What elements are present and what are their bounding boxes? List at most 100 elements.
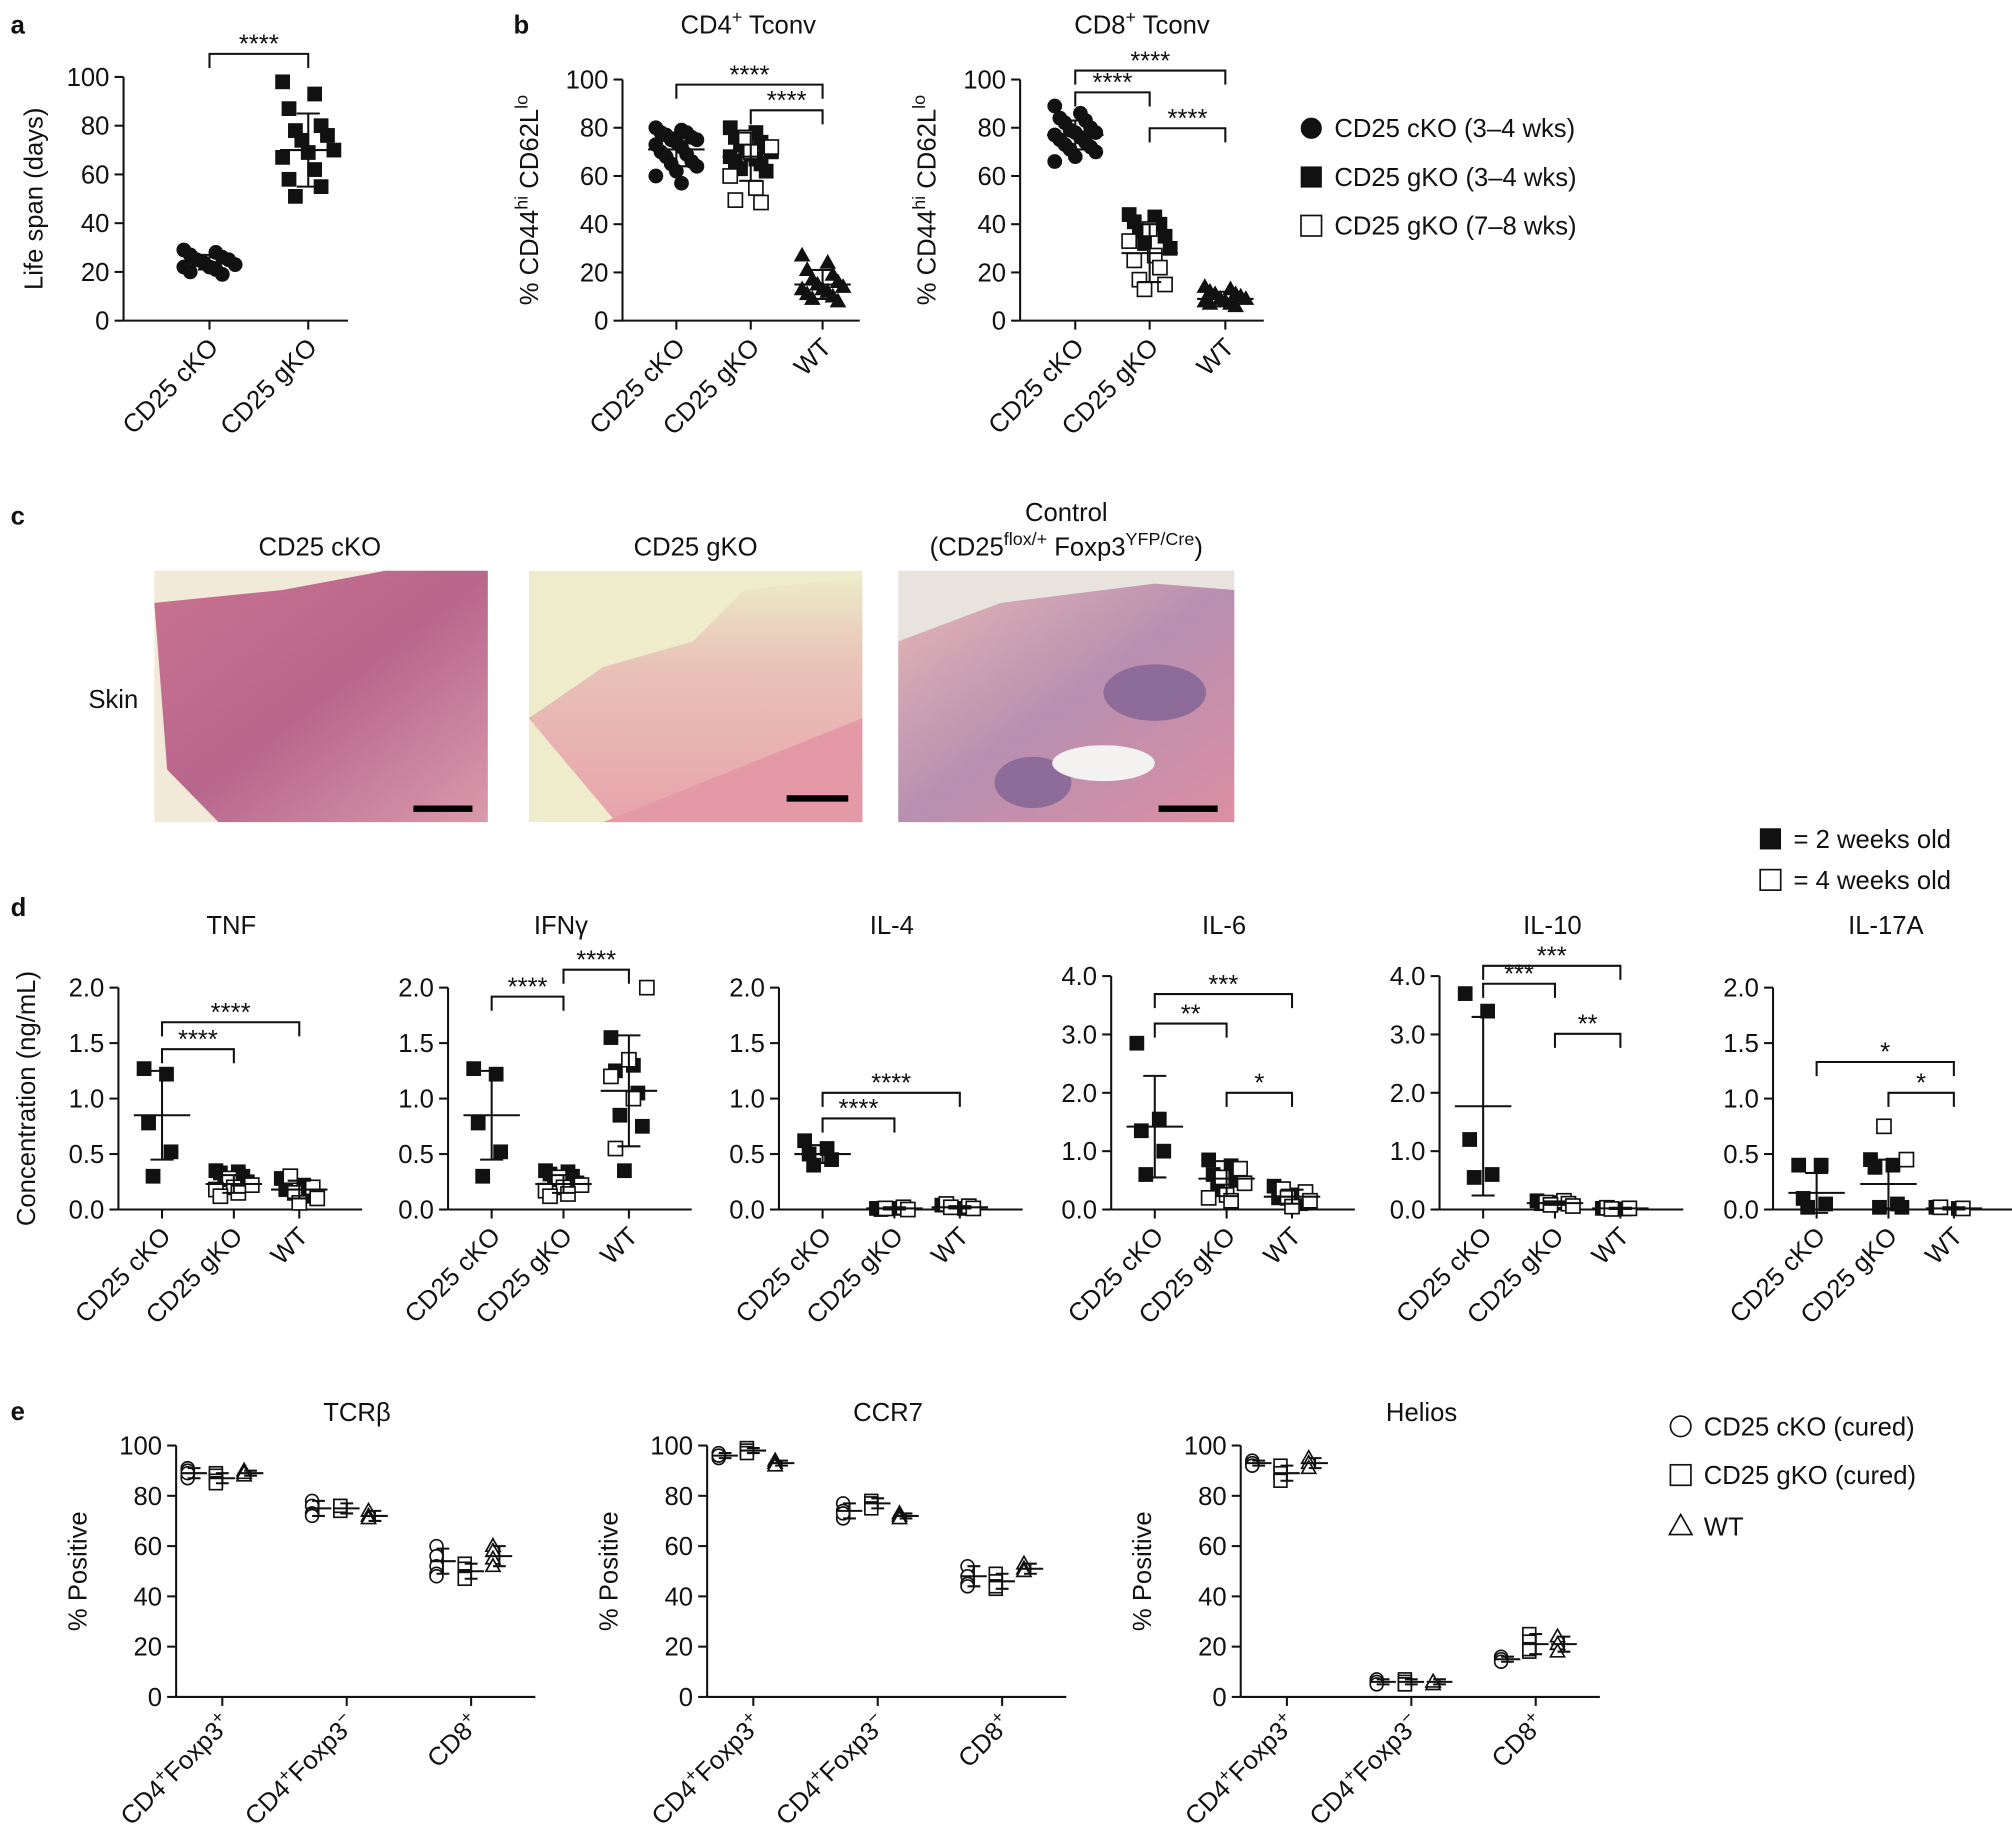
y-tick-label: 40 (133, 1583, 162, 1611)
chart-title: IL-4 (870, 912, 914, 940)
error-bar (746, 1447, 760, 1455)
text-part: hi (909, 196, 929, 210)
x-tick-label: CD4+Foxp3− (237, 1707, 361, 1831)
y-tick-label: 20 (665, 1634, 694, 1662)
text-part: Tconv (742, 11, 816, 39)
y-tick-label: 0.0 (398, 1197, 434, 1225)
data-point (1138, 1167, 1154, 1182)
data-point (1898, 1151, 1915, 1168)
data-point (747, 180, 764, 196)
data-point (1201, 1152, 1217, 1168)
error-bar (187, 1467, 201, 1480)
data-point (493, 1144, 509, 1160)
error-bar (1215, 1160, 1239, 1198)
data-point (1872, 1199, 1887, 1215)
error-bar (948, 1205, 972, 1210)
significance-label: **** (730, 61, 770, 89)
y-tick-label: 0.5 (1723, 1141, 1759, 1169)
x-tick-label: WT (789, 333, 837, 381)
chart-title: IL-6 (1202, 912, 1246, 940)
data-point (275, 74, 290, 90)
data-point (674, 175, 689, 191)
y-axis-label: % CD44hi CD62Llo (909, 95, 941, 305)
data-point (281, 101, 297, 117)
error-bar (464, 1562, 478, 1580)
data-point (1818, 1196, 1833, 1212)
significance-bracket (1887, 1091, 1955, 1107)
y-tick-label: 0.0 (729, 1197, 765, 1225)
y-axis-label: % CD44hi CD62Llo (512, 95, 544, 305)
data-point (307, 86, 323, 102)
data-point (689, 132, 705, 148)
image-title: (CD25flox/+ Foxp3YFP/Cre) (930, 529, 1203, 561)
error-bar (882, 1206, 906, 1211)
significance-bracket (1148, 127, 1227, 143)
error-bar (1143, 1074, 1167, 1179)
text-part: lo (909, 95, 929, 109)
data-point (1462, 1132, 1478, 1147)
error-bar (871, 1497, 885, 1510)
error-bar (617, 1034, 641, 1148)
text-part: CD4 (680, 11, 731, 39)
text-part: % CD44 (516, 210, 544, 305)
data-point (603, 1030, 619, 1045)
y-tick-label: 0 (95, 308, 109, 336)
y-tick-label: 1.5 (729, 1030, 765, 1058)
error-bar (551, 1174, 576, 1194)
chart-title: IFNγ (534, 912, 588, 940)
x-tick-label: WT (1192, 333, 1240, 381)
data-point (243, 1177, 260, 1194)
y-tick-label: 0 (148, 1684, 162, 1712)
text-part: % CD44 (913, 210, 941, 305)
histology-images (154, 570, 1235, 823)
data-point (829, 292, 847, 308)
data-point (281, 171, 297, 187)
data-point (753, 194, 769, 211)
data-point (638, 979, 655, 996)
error-bar (287, 1179, 311, 1200)
y-tick-label: 0.5 (69, 1141, 105, 1169)
y-tick-label: 2.0 (1061, 1080, 1097, 1108)
y-tick-label: 0 (594, 308, 608, 336)
error-bar (1280, 1464, 1294, 1482)
data-point (484, 1557, 502, 1573)
data-point (1232, 1160, 1248, 1177)
error-bar (1308, 1457, 1322, 1470)
y-tick-label: 20 (1198, 1634, 1227, 1662)
y-axis-label: % Positive (1129, 1511, 1157, 1631)
significance-bracket (160, 1048, 235, 1064)
error-bar (296, 112, 320, 188)
error-bar (1213, 290, 1237, 308)
data-point (1800, 1199, 1816, 1215)
legend-marker (1759, 868, 1782, 891)
chart-title: CD4+ Tconv (680, 7, 816, 39)
y-tick-label: 1.0 (1390, 1138, 1426, 1166)
legend-marker (1669, 1463, 1692, 1487)
data-point (758, 163, 774, 179)
data-point (573, 1177, 590, 1194)
data-point (309, 1190, 326, 1207)
significance-bracket (1553, 1032, 1622, 1048)
panel-label: a (11, 11, 26, 39)
y-tick-label: 100 (963, 67, 1006, 95)
data-point (1227, 297, 1244, 313)
data-point (288, 188, 303, 204)
legend-label: = 4 weeks old (1794, 867, 1952, 895)
chart-title: Helios (1386, 1399, 1457, 1427)
legend-label: CD25 gKO (cured) (1704, 1462, 1916, 1490)
y-tick-label: 60 (133, 1533, 162, 1561)
significance-label: *** (1537, 943, 1567, 971)
significance-bracket (562, 968, 630, 984)
x-tick-label: CD8+ (950, 1707, 1016, 1773)
data-point (1457, 986, 1473, 1001)
data-point (648, 168, 664, 184)
significance-label: **** (767, 87, 807, 115)
significance-label: **** (211, 999, 251, 1027)
error-bar (1471, 1015, 1495, 1197)
data-point (1300, 1459, 1318, 1475)
error-bar (1501, 1655, 1514, 1663)
data-point (141, 1115, 156, 1131)
y-tick-label: 60 (1198, 1533, 1227, 1561)
y-axis-label: Concentration (ng/mL) (13, 971, 41, 1226)
error-bar (664, 131, 688, 168)
